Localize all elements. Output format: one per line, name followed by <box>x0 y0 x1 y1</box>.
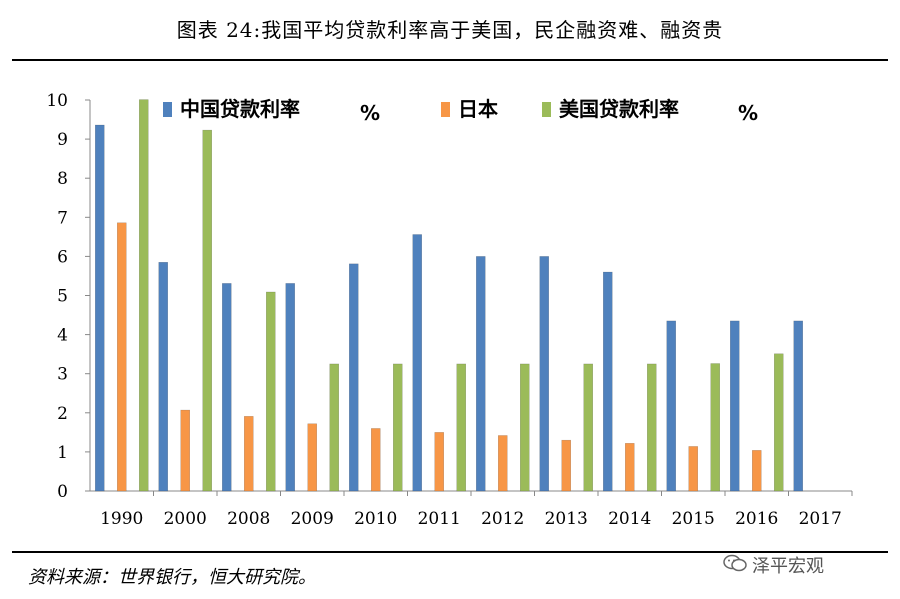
bar-china-2017 <box>793 320 803 492</box>
legend-unit: % <box>360 101 380 125</box>
bar-usa-2011 <box>456 363 466 492</box>
figure-title: 图表 24:我国平均贷款利率高于美国，民企融资难、融资贵 <box>176 18 724 42</box>
x-tick-label: 2016 <box>735 509 778 529</box>
bar-usa-2014 <box>647 363 657 492</box>
bar-china-2014 <box>603 271 613 492</box>
y-axis: 0 1 2 3 4 5 6 7 8 9 10 <box>46 91 91 502</box>
legend-swatch <box>542 102 551 117</box>
bar-china-2008 <box>222 283 232 492</box>
bar-japan-2013 <box>561 439 571 492</box>
y-tick-label: 7 <box>57 208 68 228</box>
bar-japan-2010 <box>371 428 381 492</box>
bar-usa-2013 <box>583 363 593 492</box>
bar-japan-2011 <box>434 432 444 492</box>
y-tick-label: 5 <box>57 287 68 307</box>
bar-china-2000 <box>158 262 168 492</box>
x-tick-label: 2009 <box>291 509 334 529</box>
y-tick-label: 3 <box>57 365 68 385</box>
y-tick-label: 9 <box>57 130 68 150</box>
watermark-text: 泽平宏观 <box>752 556 824 577</box>
x-tick-label: 2013 <box>545 509 588 529</box>
y-tick-label: 0 <box>57 482 68 502</box>
x-tick-label: 2008 <box>227 509 270 529</box>
source-note: 资料来源：世界银行，恒大研究院。 <box>28 567 316 588</box>
bar-usa-2010 <box>393 363 403 492</box>
bar-japan-2008 <box>244 416 254 492</box>
bar-china-1990 <box>95 124 105 492</box>
x-tick-label: 2017 <box>799 509 842 529</box>
bar-japan-2015 <box>688 446 698 492</box>
x-tick-label: 2011 <box>418 509 461 529</box>
bar-china-2013 <box>539 256 549 492</box>
bar-japan-2014 <box>625 443 635 492</box>
bar-china-2015 <box>666 320 676 492</box>
x-tick-label: 1990 <box>100 509 143 529</box>
legend: 中国贷款利率% 日本 美国贷款利率% <box>163 97 758 125</box>
x-tick-label: 2000 <box>164 509 207 529</box>
bar-china-2009 <box>285 283 295 492</box>
legend-swatch <box>163 102 172 117</box>
bar-china-2010 <box>349 263 359 492</box>
bar-japan-1990 <box>117 222 127 492</box>
bar-usa-2000 <box>202 129 212 492</box>
y-tick-label: 6 <box>57 247 68 267</box>
y-tick-label: 8 <box>57 169 68 189</box>
wechat-icon <box>723 554 747 572</box>
bar-japan-2000 <box>180 409 190 492</box>
bar-china-2016 <box>730 320 740 492</box>
y-tick-label: 10 <box>46 91 68 111</box>
x-tick-label: 2012 <box>481 509 524 529</box>
legend-unit: % <box>738 101 758 125</box>
legend-label: 美国贷款利率 <box>559 97 679 121</box>
source-divider <box>12 551 888 553</box>
y-tick-label: 2 <box>57 404 68 424</box>
bars <box>95 99 803 492</box>
x-tick-label: 2015 <box>672 509 715 529</box>
bar-usa-2009 <box>329 363 339 492</box>
bar-japan-2009 <box>307 423 317 492</box>
legend-label: 中国贷款利率 <box>180 97 300 121</box>
y-tick-label: 4 <box>57 326 68 346</box>
bar-usa-2008 <box>266 291 276 492</box>
bar-japan-2012 <box>498 435 508 492</box>
x-axis: 1990 2000 2008 2009 2010 2011 2012 2013 2014 2015… <box>90 490 853 529</box>
bar-usa-2012 <box>520 363 530 492</box>
y-tick-label: 1 <box>57 443 68 463</box>
bar-china-2012 <box>476 256 486 492</box>
x-tick-label: 2010 <box>354 509 397 529</box>
bar-usa-2015 <box>710 363 720 492</box>
legend-label: 日本 <box>458 97 498 121</box>
bar-usa-1990 <box>139 99 149 492</box>
bar-japan-2016 <box>752 450 762 492</box>
title-divider <box>12 59 888 61</box>
bar-usa-2016 <box>774 353 784 492</box>
x-tick-label: 2014 <box>608 509 651 529</box>
bar-china-2011 <box>412 234 422 492</box>
legend-swatch <box>441 102 450 117</box>
